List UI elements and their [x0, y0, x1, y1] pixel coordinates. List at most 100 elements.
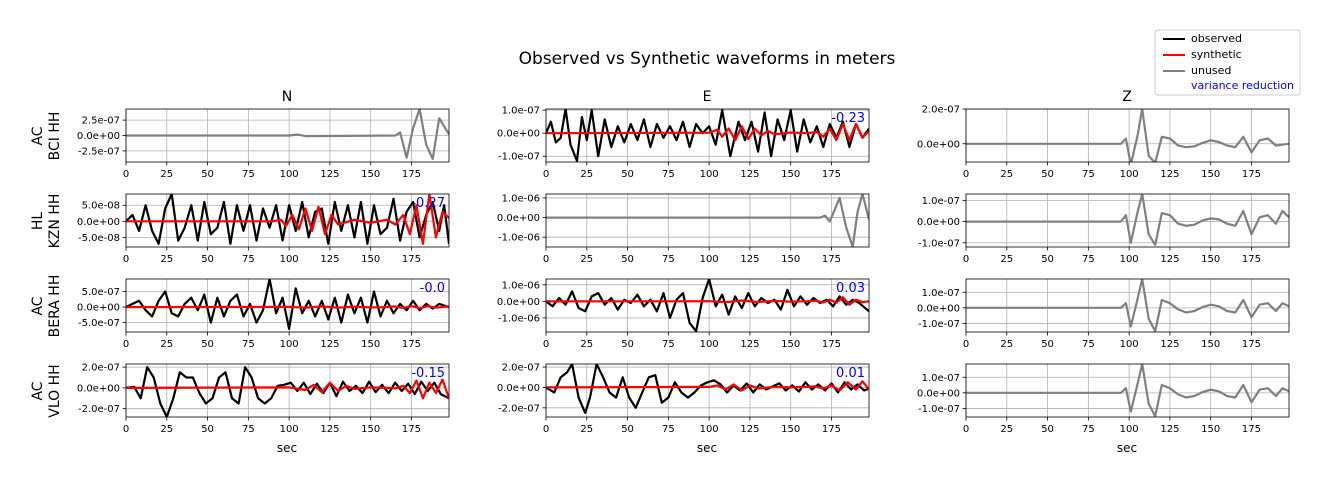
panel-r2-e-xtick-label-7: 175 — [822, 254, 841, 265]
panel-r4-e-xtick-label-3: 75 — [662, 424, 675, 435]
panel-r2-e-xtick-label-4: 100 — [700, 254, 719, 265]
panel-r4-e-frame — [545, 363, 870, 418]
panel-r3-e-synthetic-trace — [546, 296, 869, 306]
panel-r2-n-observed-trace — [126, 194, 449, 245]
panel-r1-e-variance-reduction: -0.23 — [831, 111, 865, 126]
panel-r3-e-xtick-label-4: 100 — [700, 339, 719, 350]
panel-r2-e-ytick-label-0: -1.0e-06 — [498, 233, 540, 244]
panel-r4-n-xtick-label-2: 50 — [201, 424, 214, 435]
panel-r1-z: 0 25 50 75 100 125 150 175 0.0e+00 2.0e-07 — [917, 105, 1290, 180]
panel-r2-n-xtick-label-0: 0 — [123, 254, 129, 265]
panel-r1-n-xtick-label-6: 150 — [361, 169, 380, 180]
panel-r2-z-ytick-label-0: -1.0e-07 — [918, 238, 960, 249]
panel-r1-e-xtick-label-4: 100 — [700, 169, 719, 180]
panel-r4-e-xtick-label-0: 0 — [543, 424, 549, 435]
panel-r2-n-xtick-label-1: 25 — [160, 254, 173, 265]
panel-r4-n-synthetic-trace — [126, 378, 449, 400]
panel-r2-e-xtick-label-6: 150 — [781, 254, 800, 265]
panel-r3-z: 0 25 50 75 100 125 150 175 -1.0e-07 0.0e+00 1.0e-0… — [917, 278, 1290, 350]
panel-r4-n-xtick-label-5: 125 — [320, 424, 339, 435]
panel-r4-e-ytick-label-1: 0.0e+00 — [497, 383, 540, 394]
panel-r1-z-xtick-label-3: 75 — [1082, 169, 1095, 180]
panel-r4-e-xtick-label-4: 100 — [700, 424, 719, 435]
panel-r2-z-xtick-label-5: 125 — [1160, 254, 1179, 265]
panel-r1-e-xtick-label-3: 75 — [662, 169, 675, 180]
row-label-1-line1: AC — [30, 126, 46, 145]
panel-r3-e-ytick-label-2: 1.0e-06 — [502, 280, 540, 291]
legend: observed synthetic unused variance reduc… — [1154, 29, 1301, 96]
panel-r3-e-xtick-label-0: 0 — [543, 339, 549, 350]
legend-unused-label: unused — [1191, 64, 1231, 77]
panel-r3-n-xtick-label-3: 75 — [242, 339, 255, 350]
panel-r1-e-observed-trace — [546, 109, 869, 162]
panel-r3-e-xtick-label-2: 50 — [621, 339, 634, 350]
panel-r1-z-ytick-label-1: 2.0e-07 — [922, 105, 960, 116]
panel-r2-z-xtick-label-4: 100 — [1120, 254, 1139, 265]
panel-r3-z-xtick-label-6: 150 — [1201, 339, 1220, 350]
panel-r1-z-frame — [965, 108, 1290, 163]
panel-r2-z-unused-trace — [966, 194, 1289, 246]
panel-r1-z-xtick-label-7: 175 — [1242, 169, 1261, 180]
panel-r3-n-observed-trace — [126, 279, 449, 330]
panel-r4-n: 0 25 50 75 100 125 150 175 -2.0e-07 0.0e+00 2.0e-0… — [77, 363, 450, 435]
panel-r3-z-xtick-label-4: 100 — [1120, 339, 1139, 350]
panel-r3-n-xtick-label-7: 175 — [402, 339, 421, 350]
panel-r3-n-variance-reduction: -0.0 — [420, 281, 445, 296]
panel-r3-n-xtick-label-2: 50 — [201, 339, 214, 350]
panel-r3-e-xtick-label-3: 75 — [662, 339, 675, 350]
panel-r2-e-xtick-label-3: 75 — [662, 254, 675, 265]
panel-r4-n-variance-reduction: -0.15 — [411, 366, 445, 381]
panel-r3-n-frame — [125, 278, 450, 333]
panel-r4-e-xtick-label-7: 175 — [822, 424, 841, 435]
panel-r1-n-ytick-label-2: 2.5e-07 — [82, 116, 120, 127]
panel-r2-z-xtick-label-6: 150 — [1201, 254, 1220, 265]
panel-r2-n-frame — [125, 193, 450, 248]
panel-r3-e: 0 25 50 75 100 125 150 175 -1.0e-06 0.0e+00 1.0e-0… — [497, 278, 870, 350]
panel-r2-e-ytick-label-1: 0.0e+00 — [497, 213, 540, 224]
panel-r2-e-unused-trace — [546, 194, 869, 247]
panel-r1-n-ytick-label-0: -2.5e-07 — [78, 146, 120, 157]
panel-r3-e-frame — [545, 278, 870, 333]
panel-r1-e-synthetic-trace — [546, 122, 869, 142]
panel-r4-z-ytick-label-0: -1.0e-07 — [918, 404, 960, 415]
panel-r3-n-xtick-label-5: 125 — [320, 339, 339, 350]
panel-r3-z-ytick-label-1: 0.0e+00 — [917, 303, 960, 314]
legend-synthetic-label: synthetic — [1191, 48, 1242, 61]
panel-r3-z-ytick-label-2: 1.0e-07 — [922, 288, 960, 299]
panel-r2-n-synthetic-trace — [126, 194, 449, 245]
row-label-2-line1: HL — [30, 212, 46, 231]
panel-r4-e-ytick-label-2: 2.0e-07 — [502, 363, 540, 374]
column-title-z: Z — [1122, 89, 1132, 105]
panel-r2-e-xtick-label-1: 25 — [580, 254, 593, 265]
panel-r1-n-xtick-label-0: 0 — [123, 169, 129, 180]
row-label-1-line2: BCI HH — [47, 112, 63, 161]
panel-r2-n-xtick-label-4: 100 — [280, 254, 299, 265]
panel-r4-z-xtick-label-5: 125 — [1160, 424, 1179, 435]
panel-r4-z-xtick-label-3: 75 — [1082, 424, 1095, 435]
panel-r4-e-xtick-label-1: 25 — [580, 424, 593, 435]
panel-grid: 0 25 50 75 100 125 150 175 -2.5e-07 0.0e+00 2.5e-0… — [77, 105, 1290, 435]
panel-r2-n-xtick-label-2: 50 — [201, 254, 214, 265]
panel-r4-n-ytick-label-0: -2.0e-07 — [78, 404, 120, 415]
panel-r4-e-variance-reduction: 0.01 — [836, 366, 865, 381]
panel-r1-e-xtick-label-0: 0 — [543, 169, 549, 180]
panel-r3-n-ytick-label-2: 5.0e-07 — [82, 287, 120, 298]
column-title-n: N — [282, 89, 292, 105]
panel-r2-z-xtick-label-7: 175 — [1242, 254, 1261, 265]
panel-r1-n-xtick-label-4: 100 — [280, 169, 299, 180]
panel-r3-e-observed-trace — [546, 279, 869, 332]
panel-r2-e-frame — [545, 193, 870, 248]
panel-r3-z-ytick-label-0: -1.0e-07 — [918, 319, 960, 330]
panel-r3-z-xtick-label-0: 0 — [963, 339, 969, 350]
panel-r2-n-ytick-label-2: 5.0e-08 — [82, 201, 120, 212]
panel-r2-n-xtick-label-6: 150 — [361, 254, 380, 265]
panel-r4-n-ytick-label-1: 0.0e+00 — [77, 383, 120, 394]
panel-r4-e: 0 25 50 75 100 125 150 175 -2.0e-07 0.0e+00 2.0e-0… — [497, 363, 870, 435]
panel-r2-n-xtick-label-3: 75 — [242, 254, 255, 265]
panel-r1-z-ytick-label-0: 0.0e+00 — [917, 139, 960, 150]
panel-r4-z-xtick-label-0: 0 — [963, 424, 969, 435]
panel-r4-n-xtick-label-7: 175 — [402, 424, 421, 435]
row-label-4-line2: VLO HH — [47, 364, 63, 417]
panel-r3-e-ytick-label-1: 0.0e+00 — [497, 297, 540, 308]
